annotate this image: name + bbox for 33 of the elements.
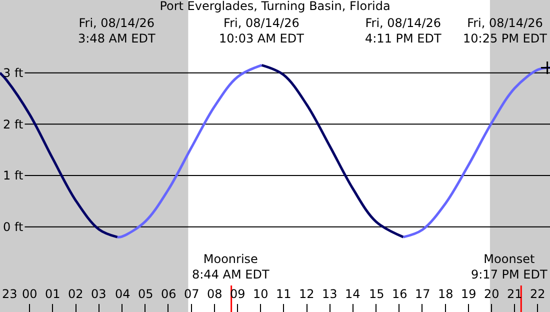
x-tick-label: 16 — [392, 287, 408, 301]
x-tick-label: 02 — [68, 287, 84, 301]
x-tick-label: 17 — [415, 287, 430, 301]
x-tick-label: 03 — [91, 287, 106, 301]
annotation: Fri, 08/14/26 10:03 AM EDT — [219, 16, 305, 46]
y-tick-label: 3 ft — [3, 66, 24, 80]
x-tick-label: 20 — [484, 287, 500, 301]
x-tick-label: 12 — [299, 287, 314, 301]
x-tick-label: 19 — [461, 287, 476, 301]
chart-title: Port Everglades, Turning Basin, Florida — [160, 0, 390, 13]
annotation: Fri, 08/14/26 4:11 PM EDT — [365, 16, 442, 46]
annotation: Fri, 08/14/26 10:25 PM EDT — [463, 16, 548, 46]
x-tick-label: 14 — [345, 287, 360, 301]
x-tick-label: 00 — [22, 287, 38, 301]
x-tick-label: 15 — [369, 287, 384, 301]
ref-line-label: Moonset 9:17 PM EDT — [471, 252, 548, 282]
x-tick-label: 07 — [184, 287, 200, 301]
x-tick-label: 18 — [438, 287, 454, 301]
x-tick-label: 01 — [45, 287, 60, 301]
x-tick-label: 23 — [2, 287, 18, 301]
x-tick-label: 22 — [530, 287, 546, 301]
x-tick-label: 13 — [322, 287, 338, 301]
annotation: Fri, 08/14/26 3:48 AM EDT — [78, 16, 156, 46]
y-tick-label: 2 ft — [3, 117, 24, 132]
x-tick-label: 04 — [115, 287, 130, 301]
x-tick-label: 11 — [276, 287, 292, 301]
x-tick-label: 05 — [138, 287, 154, 301]
y-tick-label: 0 ft — [3, 220, 24, 234]
ref-line-label: Moonrise 8:44 AM EDT — [192, 252, 270, 282]
x-tick-label: 06 — [161, 287, 176, 301]
y-tick-label: 1 ft — [3, 168, 24, 183]
x-tick-label: 10 — [253, 287, 268, 301]
x-tick-label: 08 — [207, 287, 222, 301]
